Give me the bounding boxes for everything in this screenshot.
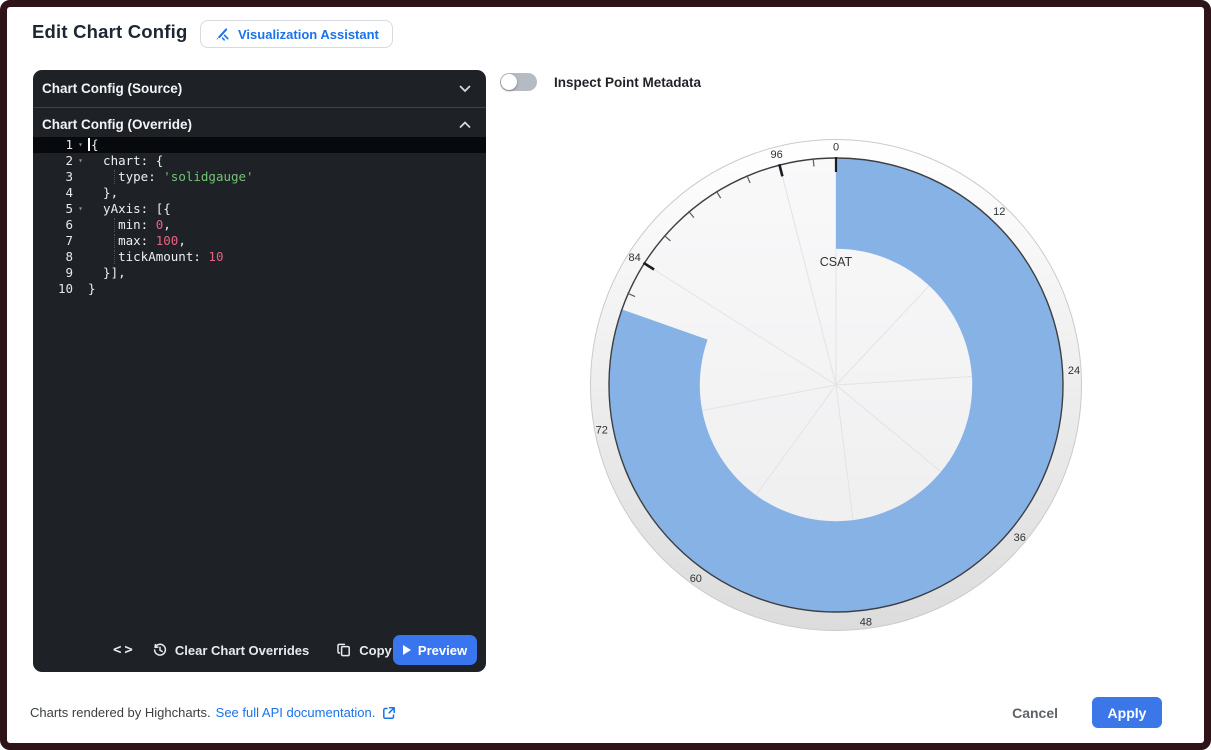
minor-tick (688, 210, 695, 219)
code-line: 6 min: 0, (33, 217, 486, 233)
inspect-metadata-label: Inspect Point Metadata (554, 74, 702, 90)
axis-label: 96 (771, 149, 783, 161)
code-text: }], (88, 265, 126, 280)
gridline (779, 165, 837, 386)
code-text: chart: { (88, 153, 164, 168)
axis-label: 72 (596, 425, 608, 437)
fold-marker-icon[interactable]: ▾ (78, 156, 83, 165)
cancel-button[interactable]: Cancel (1006, 704, 1064, 722)
api-documentation-link[interactable]: See full API documentation. (215, 705, 376, 720)
chevron-up-icon (459, 120, 471, 128)
code-line: 4 }, (33, 185, 486, 201)
minor-tick (746, 174, 751, 184)
minor-tick (715, 190, 722, 199)
fold-marker-icon[interactable]: ▾ (78, 140, 83, 149)
axis-label: 84 (629, 252, 641, 264)
section-chart-config-override[interactable]: Chart Config (Override) (33, 108, 486, 141)
section-divider (33, 107, 486, 108)
copy-button[interactable]: Copy (336, 642, 392, 658)
inspect-metadata-row: Inspect Point Metadata (500, 73, 701, 91)
clear-overrides-button[interactable]: Clear Chart Overrides (152, 642, 309, 658)
line-number: 10 (57, 281, 73, 296)
code-line: 2 ▾ chart: { (33, 153, 486, 169)
minor-tick (627, 292, 636, 298)
text-cursor (88, 138, 90, 151)
fold-gutter (73, 281, 88, 297)
code-line: 10} (33, 281, 486, 297)
axis-label: 24 (1068, 365, 1080, 377)
toggle-knob (501, 74, 517, 90)
code-text: yAxis: [{ (88, 201, 171, 216)
section-title: Chart Config (Override) (42, 117, 193, 132)
visualization-assistant-button[interactable]: Visualization Assistant (200, 20, 393, 48)
play-icon (402, 645, 411, 655)
line-number: 3 (65, 169, 73, 184)
copy-label: Copy (359, 642, 392, 658)
code-text: type: 'solidgauge' (88, 169, 254, 184)
section-chart-config-source[interactable]: Chart Config (Source) (33, 70, 486, 107)
major-tick (778, 163, 784, 177)
line-number: 2 (65, 153, 73, 168)
fold-gutter (73, 185, 88, 201)
code-line: 5 ▾ yAxis: [{ (33, 201, 486, 217)
copy-icon (337, 643, 351, 657)
major-tick (642, 261, 655, 271)
code-line: 3 type: 'solidgauge' (33, 169, 486, 185)
line-number: 5 (65, 201, 73, 216)
gauge-value-arc[interactable] (609, 158, 1063, 612)
footer-note: Charts rendered by Highcharts. See full … (30, 705, 396, 720)
fold-gutter (73, 169, 88, 185)
footer-actions: Cancel Apply (1006, 697, 1162, 728)
apply-button[interactable]: Apply (1092, 697, 1162, 728)
gridline (644, 262, 837, 386)
page-title: Edit Chart Config (32, 21, 188, 42)
code-line: 1 ▾ { (33, 137, 486, 153)
clear-overrides-label: Clear Chart Overrides (174, 642, 310, 658)
code-text: }, (88, 185, 119, 200)
fold-marker-icon[interactable]: ▾ (78, 204, 83, 213)
magic-pen-icon (216, 28, 229, 41)
assistant-button-label: Visualization Assistant (238, 26, 379, 42)
axis-label: 60 (690, 573, 702, 585)
external-link-icon[interactable] (382, 706, 396, 720)
series-title: CSAT (820, 255, 853, 269)
code-line: 7 max: 100, (33, 233, 486, 249)
line-number: 7 (65, 233, 73, 248)
line-number: 4 (65, 185, 73, 200)
code-line: 9 }], (33, 265, 486, 281)
inspect-metadata-toggle[interactable] (500, 73, 537, 91)
axis-label: 36 (1014, 532, 1026, 544)
line-number: 1 (65, 137, 73, 152)
line-number: 6 (65, 217, 73, 232)
code-line: 8 tickAmount: 10 (33, 249, 486, 265)
highcharts-credit: Charts rendered by Highcharts. (30, 705, 211, 720)
axis-label: 0 (833, 142, 839, 154)
code-text: max: 100, (88, 233, 186, 248)
editor-toolbar: <> Clear Chart Overrides Copy Preview (113, 635, 477, 665)
history-icon (153, 643, 166, 656)
chart-config-panel: Chart Config (Source) Chart Config (Over… (33, 70, 486, 672)
code-text: } (88, 281, 96, 296)
preview-button[interactable]: Preview (393, 635, 477, 665)
minor-tick (663, 234, 671, 242)
fold-gutter (73, 265, 88, 281)
code-view-icon[interactable]: <> (113, 642, 136, 658)
code-text: tickAmount: 10 (88, 249, 224, 264)
preview-label: Preview (417, 642, 468, 658)
chevron-down-icon (459, 85, 471, 92)
line-number: 9 (65, 265, 73, 280)
fold-gutter (73, 233, 88, 249)
line-number: 8 (65, 249, 73, 264)
gauge-chart[interactable]: 0 12 24 36 48 60 72 84 96 CSAT (586, 135, 1086, 635)
section-title: Chart Config (Source) (42, 81, 183, 96)
code-text: min: 0, (88, 217, 171, 232)
minor-tick (812, 158, 815, 167)
axis-label: 48 (860, 617, 872, 629)
code-text: { (88, 137, 486, 153)
fold-gutter (73, 217, 88, 233)
fold-gutter (73, 249, 88, 265)
code-editor[interactable]: 1 ▾{2 ▾ chart: {3 type: 'solidgauge' 4 }, 5 ▾… (33, 137, 486, 297)
axis-label: 12 (993, 206, 1005, 218)
